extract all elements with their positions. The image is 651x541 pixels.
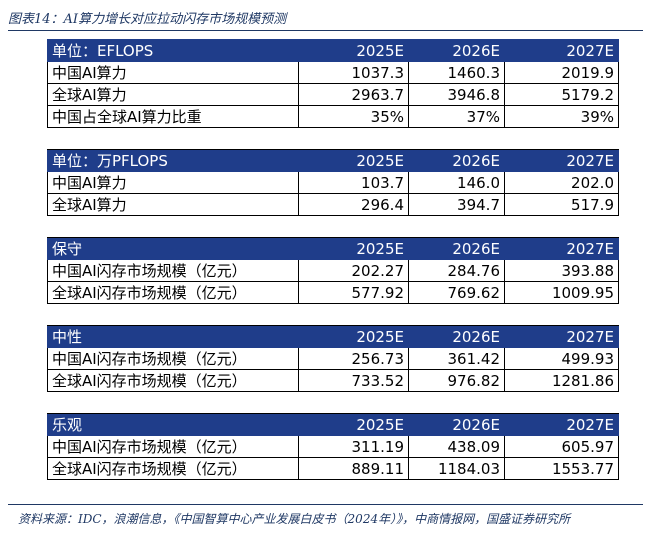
year-header: 2025E [298, 39, 409, 62]
cell-value: 1009.95 [504, 281, 619, 304]
cell-value: 1460.3 [408, 61, 505, 84]
year-header: 2027E [504, 39, 619, 62]
table-row: 中国占全球AI算力比重 35% 37% 39% [47, 105, 619, 128]
section-header-row: 保守 2025E 2026E 2027E [47, 237, 619, 260]
table-row: 中国AI算力 1037.3 1460.3 2019.9 [47, 61, 619, 84]
cell-value: 1553.77 [504, 457, 619, 480]
year-header: 2025E [298, 149, 409, 172]
row-label: 全球AI算力 [47, 83, 299, 106]
spacer-row [47, 303, 619, 326]
cell-value: 311.19 [298, 435, 409, 458]
scenario-label: 中性 [47, 325, 299, 348]
cell-value: 146.0 [408, 171, 505, 194]
table-row: 中国AI算力 103.7 146.0 202.0 [47, 171, 619, 194]
spacer-row [47, 215, 619, 238]
cell-value: 35% [298, 105, 409, 128]
year-header: 2025E [298, 413, 409, 436]
year-header: 2026E [408, 413, 505, 436]
cell-value: 1037.3 [298, 61, 409, 84]
cell-value: 393.88 [504, 259, 619, 282]
cell-value: 284.76 [408, 259, 505, 282]
cell-value: 769.62 [408, 281, 505, 304]
cell-value: 2019.9 [504, 61, 619, 84]
year-header: 2027E [504, 237, 619, 260]
cell-value: 889.11 [298, 457, 409, 480]
year-header: 2027E [504, 413, 619, 436]
year-header: 2025E [298, 325, 409, 348]
section-unit-label: 单位：万PFLOPS [47, 149, 299, 172]
cell-value: 39% [504, 105, 619, 128]
cell-value: 499.93 [504, 347, 619, 370]
section-header-row: 乐观 2025E 2026E 2027E [47, 413, 619, 436]
cell-value: 394.7 [408, 193, 505, 216]
cell-value: 5179.2 [504, 83, 619, 106]
cell-value: 3946.8 [408, 83, 505, 106]
cell-value: 517.9 [504, 193, 619, 216]
figure-caption: 图表14：AI算力增长对应拉动闪存市场规模预测 [8, 12, 287, 27]
row-label: 全球AI闪存市场规模（亿元） [47, 369, 299, 392]
cell-value: 37% [408, 105, 505, 128]
forecast-table: 单位：EFLOPS 2025E 2026E 2027E 中国AI算力 1037.… [47, 39, 619, 480]
cell-value: 438.09 [408, 435, 505, 458]
row-label: 全球AI闪存市场规模（亿元） [47, 281, 299, 304]
top-rule [8, 30, 643, 31]
table-row: 中国AI闪存市场规模（亿元） 311.19 438.09 605.97 [47, 435, 619, 458]
cell-value: 2963.7 [298, 83, 409, 106]
spacer-row [47, 127, 619, 150]
year-header: 2026E [408, 149, 505, 172]
year-header: 2026E [408, 39, 505, 62]
table-row: 全球AI算力 2963.7 3946.8 5179.2 [47, 83, 619, 106]
cell-value: 733.52 [298, 369, 409, 392]
scenario-label: 保守 [47, 237, 299, 260]
year-header: 2026E [408, 237, 505, 260]
table-row: 全球AI闪存市场规模（亿元） 889.11 1184.03 1553.77 [47, 457, 619, 480]
row-label: 全球AI闪存市场规模（亿元） [47, 457, 299, 480]
year-header: 2027E [504, 149, 619, 172]
cell-value: 605.97 [504, 435, 619, 458]
row-label: 中国AI闪存市场规模（亿元） [47, 435, 299, 458]
cell-value: 296.4 [298, 193, 409, 216]
cell-value: 361.42 [408, 347, 505, 370]
cell-value: 256.73 [298, 347, 409, 370]
cell-value: 1184.03 [408, 457, 505, 480]
row-label: 中国AI闪存市场规模（亿元） [47, 347, 299, 370]
year-header: 2025E [298, 237, 409, 260]
table-row: 中国AI闪存市场规模（亿元） 202.27 284.76 393.88 [47, 259, 619, 282]
scenario-label: 乐观 [47, 413, 299, 436]
cell-value: 1281.86 [504, 369, 619, 392]
bottom-rule [8, 504, 643, 505]
row-label: 中国AI算力 [47, 61, 299, 84]
cell-value: 103.7 [298, 171, 409, 194]
section-header-row: 单位：万PFLOPS 2025E 2026E 2027E [47, 149, 619, 172]
row-label: 全球AI算力 [47, 193, 299, 216]
table-row: 全球AI算力 296.4 394.7 517.9 [47, 193, 619, 216]
row-label: 中国AI算力 [47, 171, 299, 194]
section-unit-label: 单位：EFLOPS [47, 39, 299, 62]
cell-value: 202.0 [504, 171, 619, 194]
row-label: 中国AI闪存市场规模（亿元） [47, 259, 299, 282]
year-header: 2026E [408, 325, 505, 348]
cell-value: 976.82 [408, 369, 505, 392]
cell-value: 202.27 [298, 259, 409, 282]
table-row: 全球AI闪存市场规模（亿元） 577.92 769.62 1009.95 [47, 281, 619, 304]
row-label: 中国占全球AI算力比重 [47, 105, 299, 128]
section-header-row: 单位：EFLOPS 2025E 2026E 2027E [47, 39, 619, 62]
table-row: 中国AI闪存市场规模（亿元） 256.73 361.42 499.93 [47, 347, 619, 370]
spacer-row [47, 391, 619, 414]
cell-value: 577.92 [298, 281, 409, 304]
table-row: 全球AI闪存市场规模（亿元） 733.52 976.82 1281.86 [47, 369, 619, 392]
section-header-row: 中性 2025E 2026E 2027E [47, 325, 619, 348]
year-header: 2027E [504, 325, 619, 348]
source-note: 资料来源：IDC，浪潮信息，《中国智算中心产业发展白皮书（2024年）》，中商情… [18, 512, 571, 526]
